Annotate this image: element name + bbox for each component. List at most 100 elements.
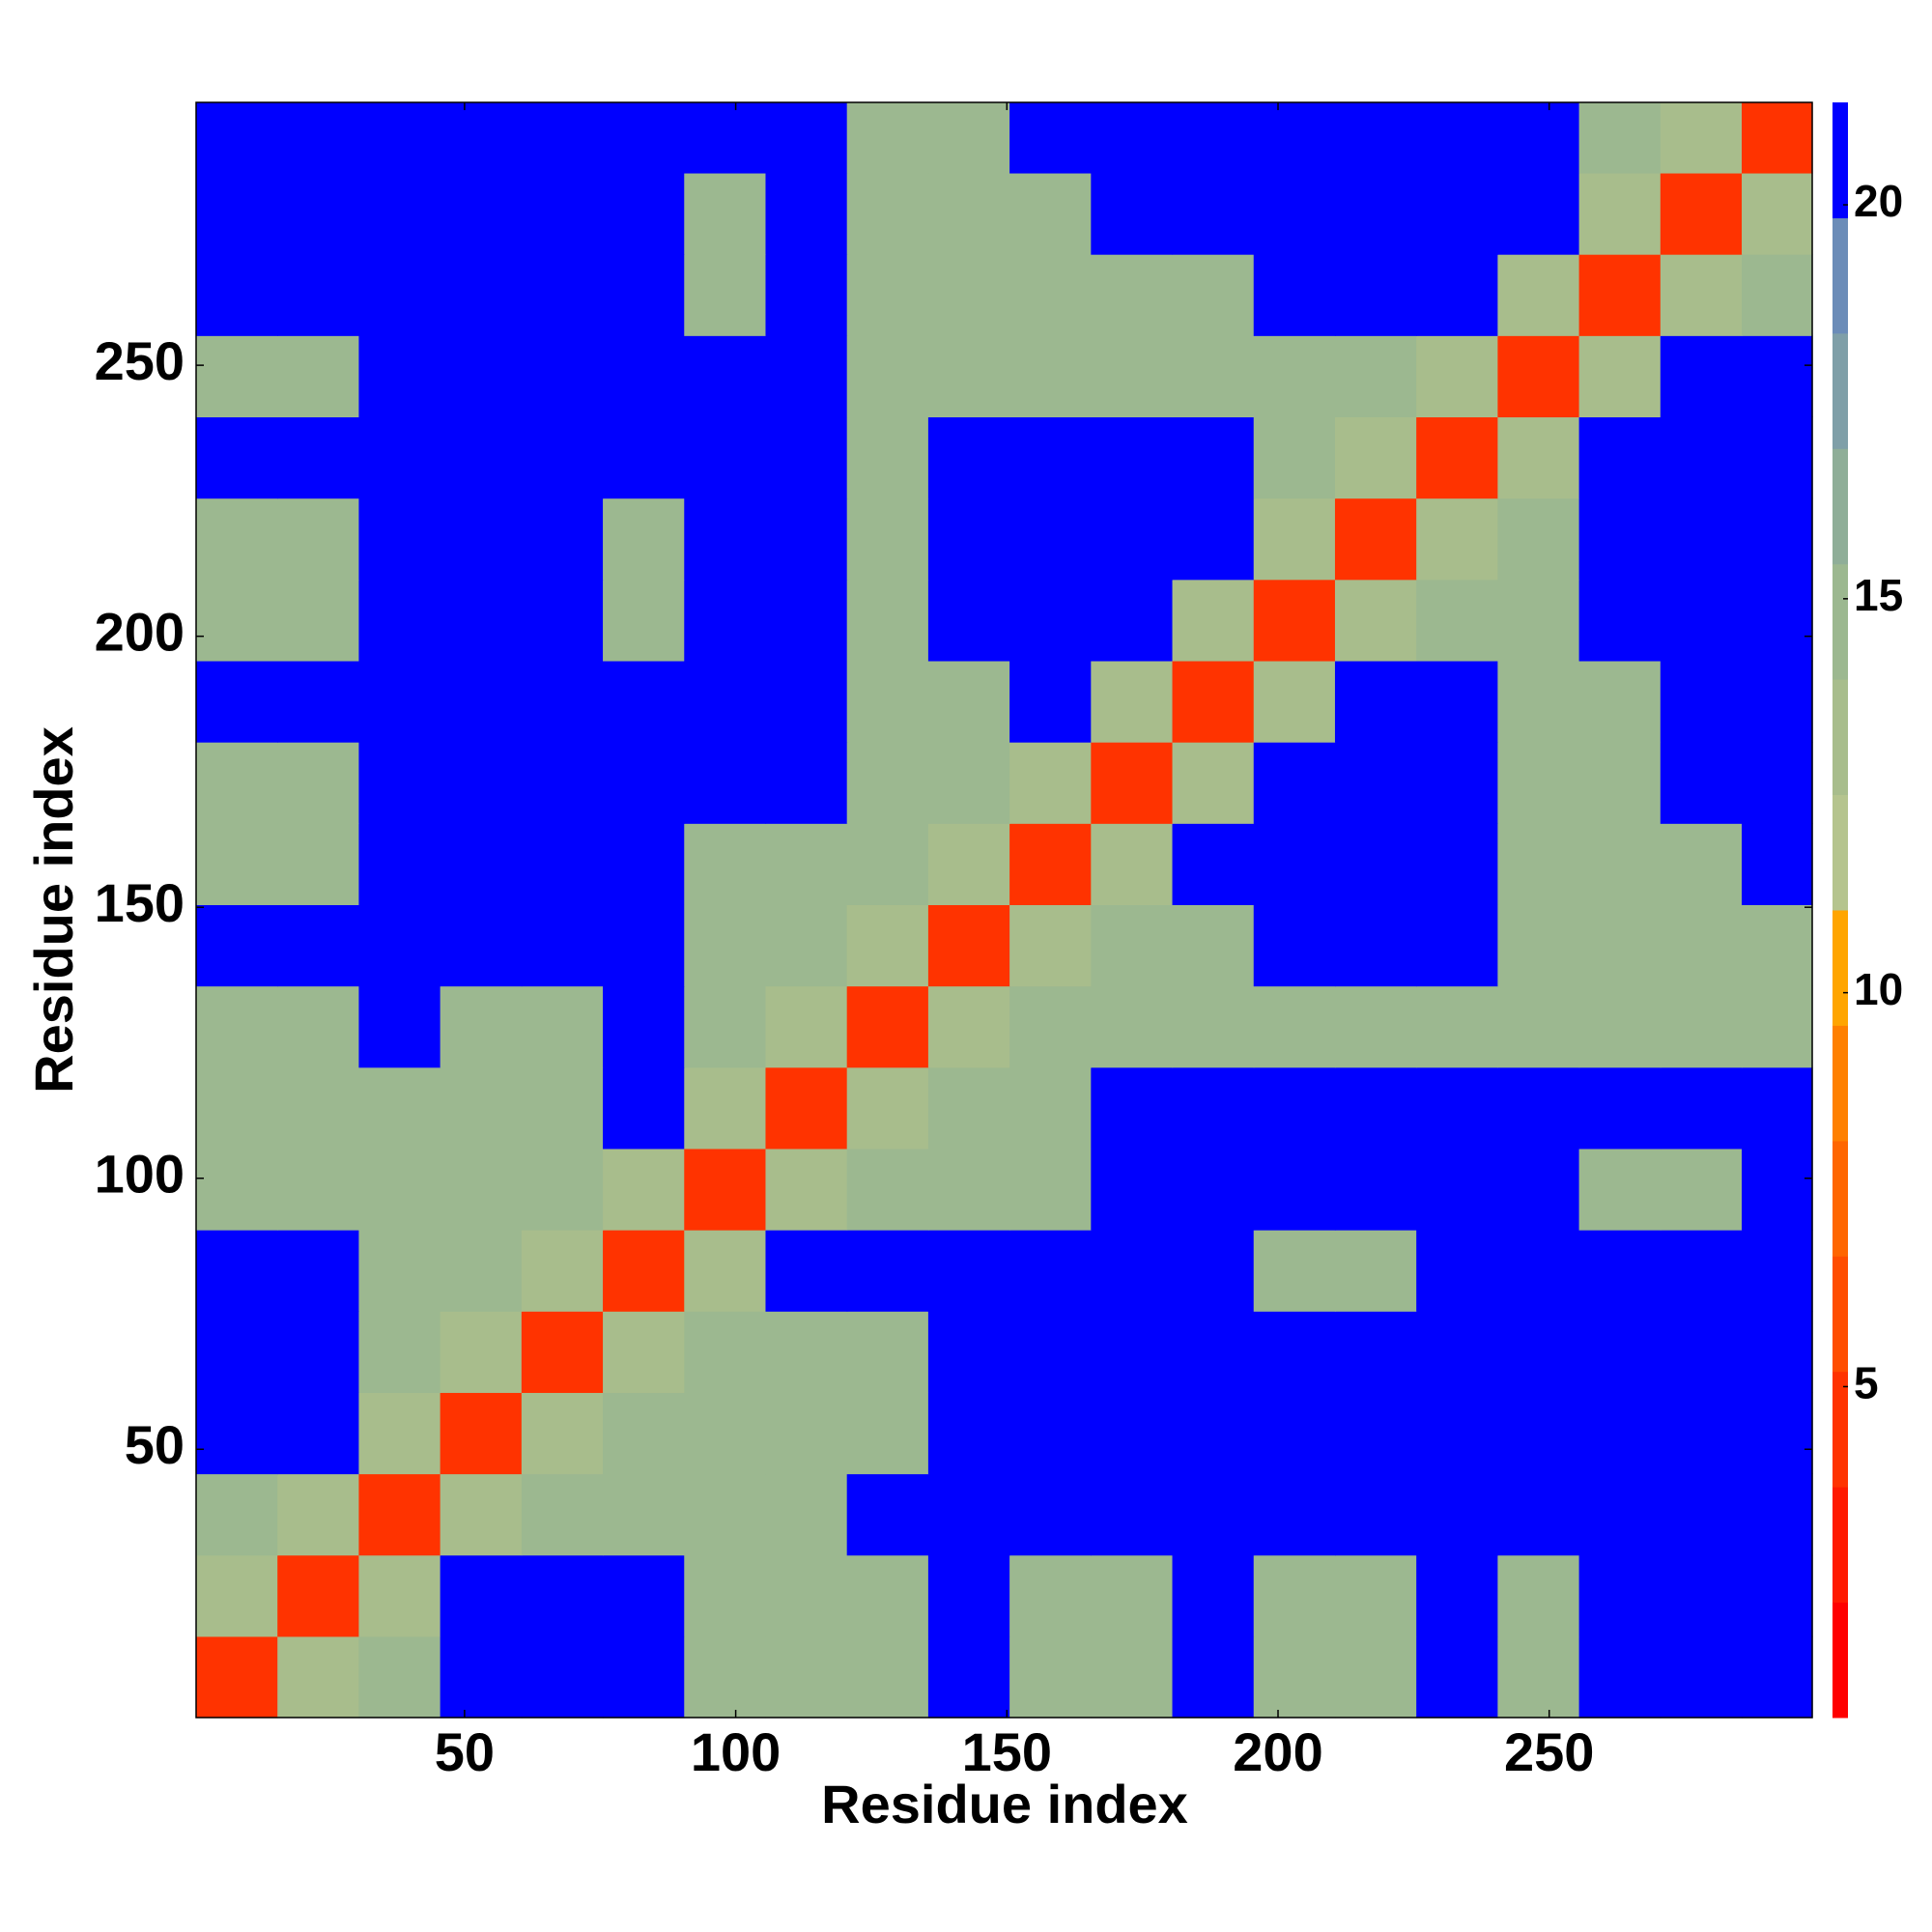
heatmap-cell: [927, 742, 1010, 824]
heatmap-cell: [1009, 1635, 1092, 1719]
x-axis-label: Residue index: [821, 1774, 1188, 1834]
heatmap-cell: [927, 254, 1010, 336]
heatmap-cell: [1497, 742, 1580, 824]
heatmap-cell: [1253, 904, 1336, 987]
heatmap-cell: [846, 904, 929, 987]
heatmap-cell: [1253, 1392, 1336, 1475]
heatmap-cell: [1578, 1473, 1662, 1556]
heatmap-cell: [1172, 742, 1255, 824]
heatmap-cell: [846, 497, 929, 581]
heatmap-cell: [1497, 416, 1580, 499]
heatmap-cell: [196, 742, 278, 824]
heatmap-cell: [1578, 1148, 1662, 1231]
heatmap-cell: [196, 985, 278, 1068]
heatmap-cell: [1334, 904, 1417, 987]
heatmap-cell: [1497, 1554, 1580, 1637]
heatmap-cell: [1660, 742, 1743, 824]
heatmap-cell: [765, 1066, 848, 1150]
heatmap-cell: [521, 335, 604, 418]
heatmap-cell: [358, 742, 441, 824]
heatmap-cell: [521, 1066, 604, 1150]
heatmap-cell: [765, 823, 848, 905]
heatmap-cell: [358, 1066, 441, 1150]
y-tick-label: 150: [95, 872, 185, 933]
heatmap-cell: [684, 1392, 767, 1475]
heatmap-cell: [1009, 416, 1092, 499]
heatmap-cell: [1091, 1635, 1174, 1719]
heatmap-cell: [277, 1230, 360, 1312]
heatmap-cell: [521, 1392, 604, 1475]
heatmap-cell: [440, 579, 523, 662]
heatmap-cell: [358, 1230, 441, 1312]
heatmap-cell: [1172, 416, 1255, 499]
heatmap-cell: [1253, 1473, 1336, 1556]
heatmap-cell: [1578, 416, 1662, 499]
heatmap-cell: [765, 335, 848, 418]
heatmap-cell: [927, 416, 1010, 499]
heatmap-cell: [603, 1635, 685, 1719]
heatmap-cell: [1253, 579, 1336, 662]
heatmap-cell: [1172, 1148, 1255, 1231]
heatmap-cell: [1253, 742, 1336, 824]
heatmap-cell: [1416, 904, 1498, 987]
heatmap-cell: [277, 985, 360, 1068]
heatmap-cell: [277, 172, 360, 255]
heatmap-cell: [1009, 254, 1092, 336]
heatmap-cell: [846, 985, 929, 1068]
colorbar-tick-label: 10: [1854, 964, 1903, 1014]
heatmap-cell: [440, 102, 523, 174]
heatmap-cell: [927, 1066, 1010, 1150]
heatmap-cell: [196, 904, 278, 987]
y-tick-label: 100: [95, 1144, 185, 1205]
heatmap-cell: [1009, 1311, 1092, 1393]
heatmap-cell: [927, 172, 1010, 255]
heatmap-cell: [603, 1554, 685, 1637]
heatmap-cell: [765, 985, 848, 1068]
heatmap-cell: [927, 497, 1010, 581]
heatmap-cell: [927, 102, 1010, 174]
heatmap-cell: [765, 742, 848, 824]
plot-frame: [195, 101, 1813, 1719]
heatmap-cell: [1416, 1554, 1498, 1637]
heatmap-cell: [1334, 1311, 1417, 1393]
heatmap-cell: [196, 497, 278, 581]
heatmap-cell: [1334, 1635, 1417, 1719]
heatmap-cell: [1497, 985, 1580, 1068]
heatmap-cell: [1742, 1392, 1813, 1475]
heatmap-cell: [1172, 102, 1255, 174]
heatmap-cell: [1334, 1148, 1417, 1231]
heatmap-cell: [440, 497, 523, 581]
colorbar-band: [1833, 1487, 1848, 1604]
heatmap-cell: [1497, 1230, 1580, 1312]
heatmap-cell: [1660, 985, 1743, 1068]
heatmap-cell: [358, 985, 441, 1068]
heatmap-cell: [440, 1554, 523, 1637]
heatmap-cell: [1660, 254, 1743, 336]
heatmap-cell: [1334, 1554, 1417, 1637]
heatmap-cell: [1416, 985, 1498, 1068]
heatmap-cell: [684, 1635, 767, 1719]
heatmap-cell: [1091, 102, 1174, 174]
heatmap-cell: [277, 1473, 360, 1556]
heatmap-cell: [1253, 823, 1336, 905]
heatmap-cell: [277, 254, 360, 336]
heatmap-cell: [440, 1230, 523, 1312]
colorbar-band: [1833, 1025, 1848, 1142]
colorbar-band: [1833, 794, 1848, 911]
heatmap-cell: [358, 579, 441, 662]
heatmap-cell: [1253, 335, 1336, 418]
heatmap-cell: [196, 172, 278, 255]
heatmap-cell: [521, 497, 604, 581]
heatmap-cell: [684, 823, 767, 905]
heatmap-cell: [684, 172, 767, 255]
heatmap-cell: [1578, 254, 1662, 336]
heatmap-cell: [521, 254, 604, 336]
heatmap-cell: [603, 497, 685, 581]
heatmap-cell: [1253, 102, 1336, 174]
heatmap-cell: [765, 1635, 848, 1719]
heatmap-cell: [1334, 985, 1417, 1068]
heatmap-cell: [1578, 335, 1662, 418]
heatmap-cell: [440, 254, 523, 336]
